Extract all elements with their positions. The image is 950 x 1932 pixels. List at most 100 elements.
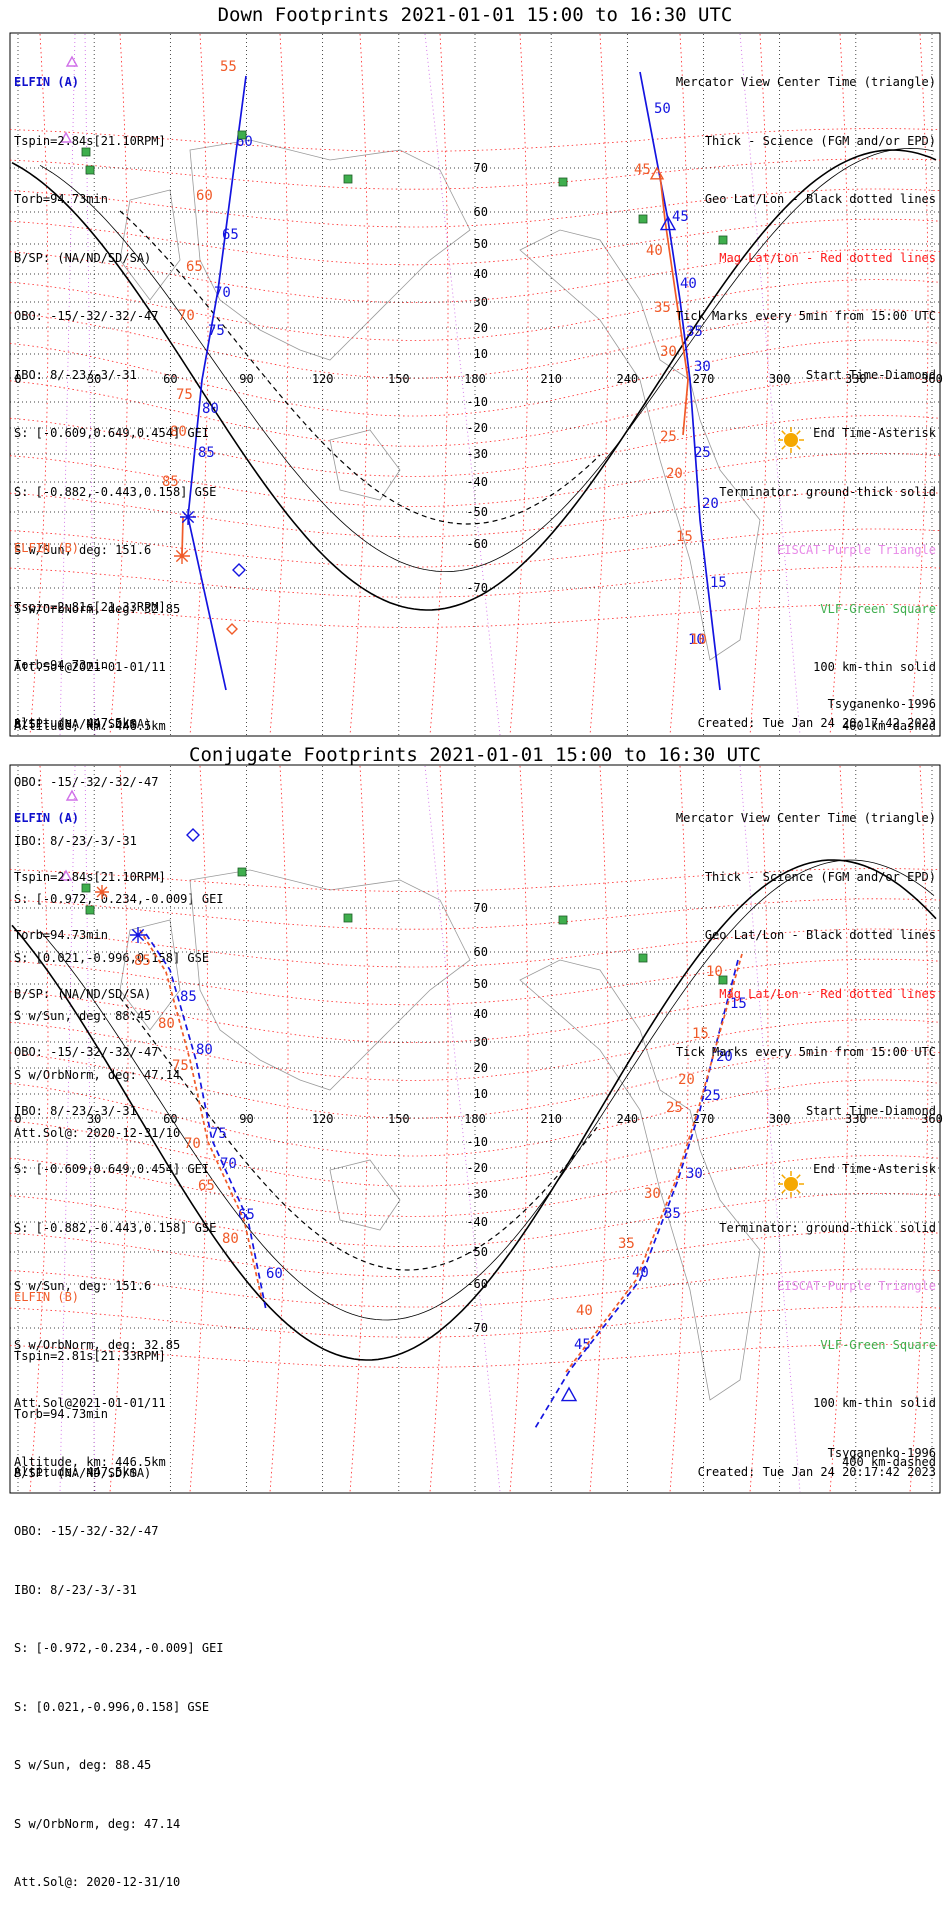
lat-tick-label: 20 xyxy=(474,1061,488,1075)
eiscat-line xyxy=(424,765,501,1493)
mag-lon-line xyxy=(589,33,609,736)
lon-tick-label: 360 xyxy=(921,372,943,386)
elfin-a-track xyxy=(639,71,721,691)
elfin-a-mag-track-label: 10 xyxy=(690,632,707,648)
vlf-station-icon xyxy=(85,165,95,175)
coastline xyxy=(519,229,761,661)
lon-tick-label: 0 xyxy=(14,1112,21,1126)
legend-item: EISCAT-Purple Triangle xyxy=(777,1279,936,1293)
elfin-a-track-label: 10 xyxy=(688,632,705,648)
lat-tick-label: 30 xyxy=(474,1035,488,1049)
info-line: IBO: 8/-23/-3/-31 xyxy=(14,367,137,382)
elfin-b-track-label: 80 xyxy=(202,401,219,417)
sun-disc xyxy=(784,433,798,447)
legend-item: Start Time-Diamond xyxy=(805,367,936,382)
terminator-100km xyxy=(39,859,935,1321)
mag-center-triangle-icon xyxy=(649,166,665,180)
mag-lat-line xyxy=(9,1117,941,1187)
lat-tick-label: 70 xyxy=(474,901,488,915)
legend-item: VLF-Green Square xyxy=(820,1337,936,1352)
info-line: Torb=94.73min xyxy=(14,1407,108,1421)
sun-disc xyxy=(784,1177,798,1191)
legend-item: End Time-Asterisk xyxy=(813,1162,936,1176)
elfin-a-mag-track-label: 30 xyxy=(644,1186,661,1202)
vlf-station-icon xyxy=(638,214,648,224)
elfin-a-track-label: 40 xyxy=(632,1265,649,1281)
start-time-diamond-icon xyxy=(186,828,200,842)
elfin-b-mag-track-label: 85 xyxy=(162,474,179,490)
terminator xyxy=(11,859,937,1361)
terminator xyxy=(11,147,937,611)
lat-tick-label: 40 xyxy=(474,267,488,281)
altitude-b: Altitude: 447.5km xyxy=(14,716,137,730)
info-line: Altitude, km: 446.5km xyxy=(14,718,166,733)
map-frame xyxy=(9,32,941,737)
mag-lat-line xyxy=(9,377,941,447)
elfin-a-mag-track xyxy=(565,953,743,1373)
center-time-triangle-icon xyxy=(659,215,677,231)
elfin-b-track xyxy=(187,75,247,691)
elfin-a-track-label: 20 xyxy=(702,496,719,512)
info-line: OBO: -15/-32/-32/-47 xyxy=(14,1045,159,1059)
elfin-a-mag-track-label: 15 xyxy=(692,1026,709,1042)
info-line: S w/OrbNorm, deg: 47.14 xyxy=(14,1816,181,1831)
info-line: S: [-0.882,-0.443,0.158] GSE xyxy=(14,484,217,499)
info-line: Tspin=2.81s[21.33RPM] xyxy=(14,599,166,614)
info-line: OBO: -15/-32/-32/-47 xyxy=(14,775,159,789)
lon-tick-label: 270 xyxy=(693,372,715,386)
legend-item: Mercator View Center Time (triangle) xyxy=(675,811,936,825)
lat-tick-label: -20 xyxy=(466,421,488,435)
info-line: Att.Sol@2021-01-01/11 xyxy=(14,1396,166,1410)
info-line: S: [-0.972,-0.234,-0.009] GEI xyxy=(14,892,224,906)
elfin-b-track-label: 75 xyxy=(208,323,225,339)
conjugate-footprints-panel: Conjugate Footprints 2021-01-01 15:00 to… xyxy=(0,740,950,1889)
elfin-a-track-label: 15 xyxy=(710,575,727,591)
elfin-b-track-label: 85 xyxy=(198,445,215,461)
eiscat-triangle-icon xyxy=(65,55,79,67)
mag-grid xyxy=(9,765,941,1493)
geo-grid xyxy=(10,34,940,735)
elfin-a-track-label: 35 xyxy=(664,1206,681,1222)
elfin-b-info: ELFIN (B) Tspin=2.81s[21.33RPM] Torb=94.… xyxy=(14,500,224,1183)
mag-lon-line xyxy=(829,33,849,736)
lat-tick-label: -60 xyxy=(466,537,488,551)
lat-tick-label: 30 xyxy=(474,295,488,309)
coastlines xyxy=(119,139,761,661)
elfin-a-mag-track-label: 30 xyxy=(660,344,677,360)
elfin-a-track xyxy=(533,959,739,1431)
mag-lat-line xyxy=(9,1019,941,1081)
lat-tick-label: -70 xyxy=(466,581,488,595)
legend-item: Tick Marks every 5min from 15:00 UTC xyxy=(675,1045,936,1059)
elfin-a-mag-track-label: 20 xyxy=(678,1072,695,1088)
elfin-a-mag-track-label: 40 xyxy=(576,1303,593,1319)
mag-lon-line xyxy=(189,33,209,736)
elfin-b-track-label: 80 xyxy=(196,1042,213,1058)
elfin-a-track-label: 35 xyxy=(686,324,703,340)
info-line: IBO: 8/-23/-3/-31 xyxy=(14,1582,137,1597)
elfin-b-info: ELFIN (B) Tspin=2.81s[21.33RPM] Torb=94.… xyxy=(14,1249,224,1932)
info-line: S: [-0.609,0.649,0.454] GEI xyxy=(14,426,210,440)
lat-tick-label: -50 xyxy=(466,1245,488,1259)
elfin-b-mag-track xyxy=(139,929,263,1301)
mag-end-asterisk-icon xyxy=(95,885,109,899)
mag-lat-line xyxy=(9,279,941,341)
legend-item: 100 km-thin solid xyxy=(813,660,936,674)
mag-lon-line xyxy=(509,33,529,736)
legend-item: 100 km-thin solid xyxy=(813,1396,936,1410)
info-line: Torb=94.73min xyxy=(14,928,108,942)
lat-tick-label: -60 xyxy=(466,1277,488,1291)
legend-item: End Time-Asterisk xyxy=(813,426,936,440)
lat-tick-label: -70 xyxy=(466,1321,488,1335)
elfin-a-mag-track-label: 45 xyxy=(634,162,651,178)
terminator-ground xyxy=(11,149,937,611)
mag-lon-line xyxy=(909,33,929,736)
eiscat-lines xyxy=(59,765,801,1493)
elfin-b-mag-track-label: 85 xyxy=(134,953,151,969)
lat-tick-label: 60 xyxy=(474,945,488,959)
legend-item: Terminator: ground-thick solid xyxy=(719,1220,936,1235)
lon-tick-label: 150 xyxy=(388,372,410,386)
coastline xyxy=(329,1159,401,1231)
info-line: S w/Sun, deg: 88.45 xyxy=(14,1758,152,1772)
elfin-a-name: ELFIN (A) xyxy=(14,811,80,825)
down-map: 0 30 60 90 120 150 180 210 240 270 300 330 360706050… xyxy=(9,32,943,737)
